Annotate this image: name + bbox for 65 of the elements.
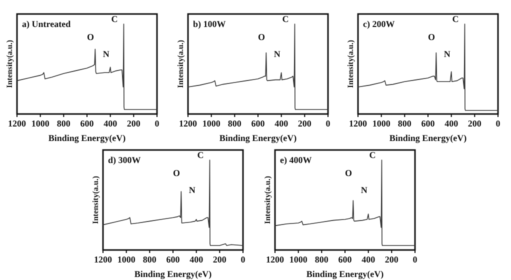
annotation: C	[197, 150, 204, 160]
x-tick-label: 0	[412, 254, 418, 264]
annotation: N	[102, 49, 110, 60]
x-tick-label: 0	[240, 254, 246, 264]
annotation: N	[444, 49, 451, 60]
x-tick-label: 1200	[179, 118, 198, 128]
y-axis-title: Intensity(a.u.)	[176, 40, 185, 88]
annotation: O	[344, 168, 352, 178]
x-tick-label: 400	[274, 118, 289, 128]
annotation: N	[274, 49, 281, 60]
x-tick-label: 200	[384, 254, 399, 264]
x-tick-label: 400	[104, 118, 118, 128]
annotation: N	[360, 185, 368, 196]
x-axis-title: Binding Energy(eV)	[306, 269, 384, 279]
x-tick-label: 0	[326, 118, 331, 128]
x-tick-label: 800	[228, 118, 242, 128]
x-tick-label: 1200	[266, 254, 284, 264]
y-axis-title: Intensity(a.u.)	[5, 40, 14, 88]
x-tick-label: 1200	[94, 254, 112, 264]
annotation: N	[188, 185, 196, 196]
annotation: O	[428, 32, 435, 42]
x-tick-label: 1000	[372, 118, 391, 128]
x-tick-label: 1200	[8, 118, 26, 128]
annotation: O	[258, 32, 265, 42]
chart-title: c) 200W	[363, 19, 395, 29]
x-tick-label: 400	[190, 254, 204, 264]
annotation: C	[452, 14, 459, 24]
x-axis-title: Binding Energy(eV)	[48, 133, 126, 143]
x-tick-label: 800	[398, 118, 412, 128]
annotation: O	[86, 32, 94, 42]
x-tick-label: 400	[362, 254, 376, 264]
annotation: O	[172, 168, 180, 178]
x-tick-label: 1000	[117, 254, 136, 264]
x-tick-label: 400	[444, 118, 459, 128]
annotation: C	[282, 14, 289, 24]
x-tick-label: 1200	[349, 118, 368, 128]
chart-title: a) Untreated	[22, 19, 71, 29]
x-tick-label: 1000	[31, 118, 50, 128]
x-tick-label: 0	[154, 118, 160, 128]
x-tick-label: 200	[298, 118, 312, 128]
chart-title: b) 100W	[193, 19, 226, 29]
x-tick-label: 200	[126, 118, 141, 128]
y-axis-title: Intensity(a.u.)	[263, 176, 272, 224]
x-tick-label: 600	[166, 254, 180, 264]
x-tick-label: 200	[468, 118, 482, 128]
annotation: C	[111, 14, 118, 24]
x-tick-label: 600	[80, 118, 94, 128]
x-tick-label: 600	[338, 254, 352, 264]
x-axis-title: Binding Energy(eV)	[134, 269, 212, 279]
x-tick-label: 1000	[202, 118, 221, 128]
y-axis-title: Intensity(a.u.)	[346, 40, 355, 88]
x-tick-label: 600	[251, 118, 266, 128]
x-tick-label: 800	[56, 118, 71, 128]
chart-title: d) 300W	[108, 155, 141, 165]
annotation: C	[369, 150, 376, 160]
x-tick-label: 0	[496, 118, 501, 128]
x-tick-label: 800	[142, 254, 157, 264]
x-tick-label: 200	[212, 254, 227, 264]
x-tick-label: 800	[314, 254, 329, 264]
x-axis-title: Binding Energy(eV)	[219, 133, 297, 143]
chart-title: e) 400W	[280, 155, 312, 165]
x-tick-label: 600	[421, 118, 436, 128]
x-axis-title: Binding Energy(eV)	[389, 133, 467, 143]
x-tick-label: 1000	[289, 254, 308, 264]
y-axis-title: Intensity(a.u.)	[91, 176, 100, 224]
